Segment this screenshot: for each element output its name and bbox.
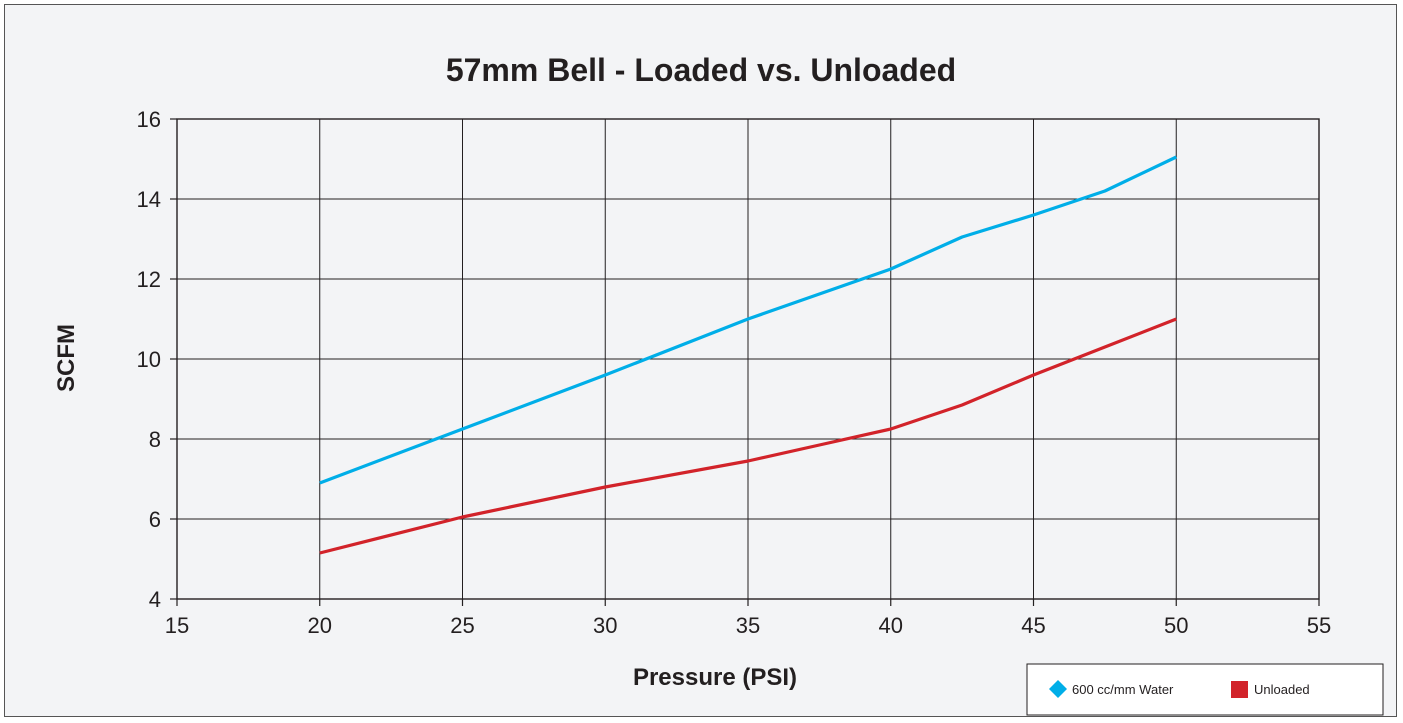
x-tick-label: 45 — [1021, 613, 1045, 638]
series-line-2 — [319, 317, 1177, 555]
legend-marker-square-icon — [1231, 681, 1248, 698]
y-tick-label: 4 — [149, 587, 161, 612]
legend-label: Unloaded — [1254, 682, 1310, 697]
x-tick-label: 55 — [1307, 613, 1331, 638]
legend-label: 600 cc/mm Water — [1072, 682, 1174, 697]
x-tick-label: 35 — [736, 613, 760, 638]
line-chart: 57mm Bell - Loaded vs. Unloaded 15 20 25 30… — [53, 52, 1384, 716]
x-tick-label: 30 — [593, 613, 617, 638]
series-lines — [319, 155, 1177, 555]
x-tick-label: 40 — [879, 613, 903, 638]
chart-frame: 57mm Bell - Loaded vs. Unloaded 15 20 25 30… — [4, 4, 1397, 717]
y-tick-label: 12 — [137, 267, 161, 292]
y-tick-label: 6 — [149, 507, 161, 532]
legend: 600 cc/mm Water Unloaded — [1026, 663, 1384, 716]
y-axis-title: SCFM — [53, 324, 80, 392]
legend-marker-diamond-icon — [1049, 680, 1067, 698]
x-tick-label: 20 — [308, 613, 332, 638]
y-tick-label: 8 — [149, 427, 161, 452]
grid-lines — [176, 118, 1320, 600]
y-tick-label: 10 — [137, 347, 161, 372]
x-tick-label: 15 — [165, 613, 189, 638]
x-tick-label: 50 — [1164, 613, 1188, 638]
x-axis-title: Pressure (PSI) — [633, 664, 797, 691]
legend-box — [1026, 663, 1384, 716]
y-tick-label: 14 — [137, 187, 161, 212]
axis-ticks: 15 20 25 30 35 40 45 50 55 4 6 8 10 12 14 16 — [137, 107, 1332, 638]
series-line-1 — [319, 155, 1177, 485]
x-tick-label: 25 — [450, 613, 474, 638]
y-tick-label: 16 — [137, 107, 161, 132]
chart-title: 57mm Bell - Loaded vs. Unloaded — [446, 52, 956, 88]
